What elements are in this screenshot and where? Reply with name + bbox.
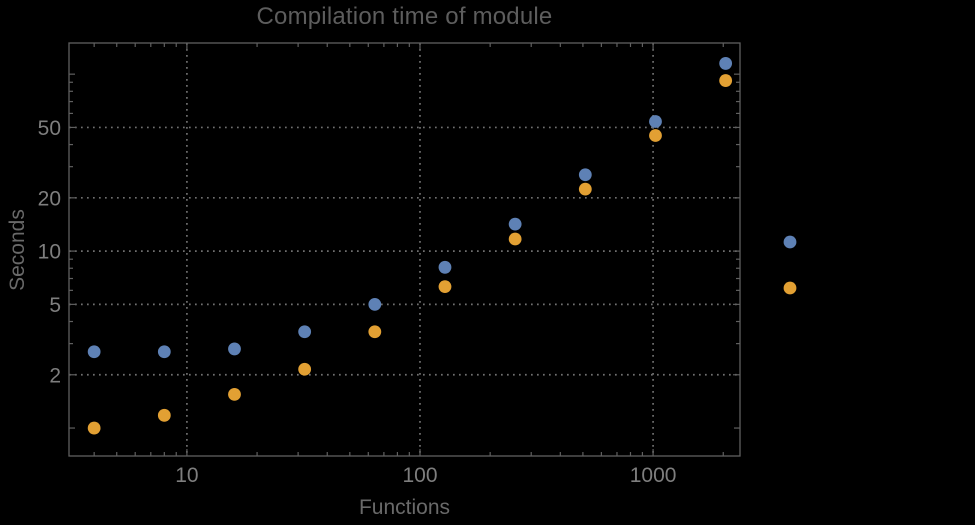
legend-marker-series-2 — [783, 281, 797, 295]
data-point-series-2 — [157, 408, 171, 422]
data-point-series-1 — [508, 217, 522, 231]
legend-marker-series-1 — [783, 235, 797, 249]
data-point-series-2 — [368, 325, 382, 339]
y-tick-label: 5 — [49, 294, 61, 317]
y-tick-label: 2 — [49, 364, 61, 387]
data-point-series-1 — [298, 325, 312, 339]
data-point-series-1 — [157, 345, 171, 359]
y-tick-label: 50 — [38, 117, 61, 140]
data-point-series-2 — [578, 182, 592, 196]
y-tick-label: 10 — [38, 241, 61, 264]
x-tick-label: 10 — [175, 464, 198, 487]
data-point-series-1 — [719, 57, 733, 70]
data-point-series-1 — [649, 115, 662, 128]
data-point-series-2 — [719, 74, 733, 87]
data-point-series-1 — [228, 342, 241, 356]
data-point-series-2 — [228, 387, 241, 401]
data-point-series-1 — [578, 168, 592, 182]
x-tick-label: 100 — [402, 464, 437, 487]
data-point-series-2 — [438, 280, 452, 294]
plot-frame — [68, 42, 741, 457]
x-axis-title: Functions — [358, 496, 451, 519]
data-point-series-1 — [368, 297, 382, 311]
data-point-series-2 — [649, 129, 662, 142]
data-point-series-2 — [298, 362, 312, 376]
x-tick-label: 1000 — [630, 464, 677, 487]
y-axis-title: Seconds — [6, 209, 29, 291]
data-point-series-2 — [87, 421, 101, 435]
y-tick-label: 20 — [38, 187, 61, 210]
data-point-series-1 — [87, 345, 101, 359]
data-point-series-1 — [438, 260, 452, 274]
data-point-series-2 — [508, 232, 522, 246]
chart-title: Compilation time of module — [256, 3, 553, 30]
